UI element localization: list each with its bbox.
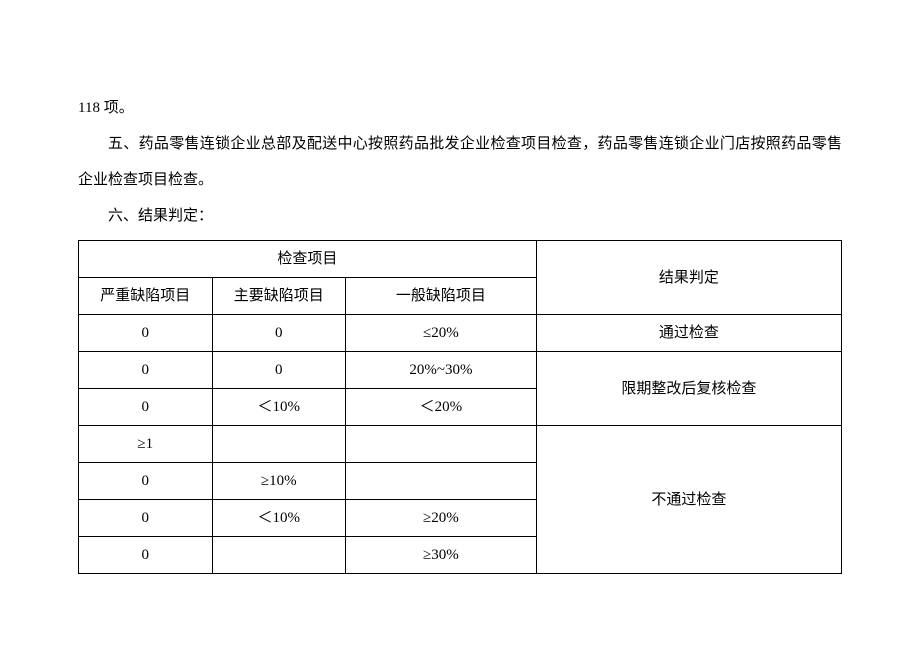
- cell: [346, 426, 537, 463]
- cell: ＜20%: [346, 389, 537, 426]
- cell: 0: [79, 315, 213, 352]
- cell: 0: [79, 500, 213, 537]
- cell: ＜10%: [212, 389, 346, 426]
- cell-result-fail: 不通过检查: [536, 426, 841, 574]
- paragraph-continuation: 118 项。: [78, 90, 842, 126]
- cell: 20%~30%: [346, 352, 537, 389]
- cell: 0: [79, 537, 213, 574]
- cell: [346, 463, 537, 500]
- cell: 0: [79, 352, 213, 389]
- paragraph-six: 六、结果判定：: [78, 198, 842, 234]
- header-general-defect: 一般缺陷项目: [346, 278, 537, 315]
- cell: 0: [212, 315, 346, 352]
- header-result-judgment: 结果判定: [536, 241, 841, 315]
- header-major-defect: 主要缺陷项目: [212, 278, 346, 315]
- cell: 0: [212, 352, 346, 389]
- cell-result-pass: 通过检查: [536, 315, 841, 352]
- table-row: 0 0 ≤20% 通过检查: [79, 315, 842, 352]
- cell: ≤20%: [346, 315, 537, 352]
- cell: ≥1: [79, 426, 213, 463]
- cell: ≥30%: [346, 537, 537, 574]
- cell: ≥10%: [212, 463, 346, 500]
- paragraph-five: 五、药品零售连锁企业总部及配送中心按照药品批发企业检查项目检查，药品零售连锁企业…: [78, 126, 842, 198]
- results-table: 检查项目 结果判定 严重缺陷项目 主要缺陷项目 一般缺陷项目 0 0 ≤20% …: [78, 240, 842, 574]
- cell: 0: [79, 389, 213, 426]
- header-inspection-items: 检查项目: [79, 241, 537, 278]
- cell: ≥20%: [346, 500, 537, 537]
- table-row: ≥1 不通过检查: [79, 426, 842, 463]
- cell: ＜10%: [212, 500, 346, 537]
- cell: [212, 426, 346, 463]
- cell-result-recheck: 限期整改后复核检查: [536, 352, 841, 426]
- cell: 0: [79, 463, 213, 500]
- header-severe-defect: 严重缺陷项目: [79, 278, 213, 315]
- table-header-row-1: 检查项目 结果判定: [79, 241, 842, 278]
- table-row: 0 0 20%~30% 限期整改后复核检查: [79, 352, 842, 389]
- cell: [212, 537, 346, 574]
